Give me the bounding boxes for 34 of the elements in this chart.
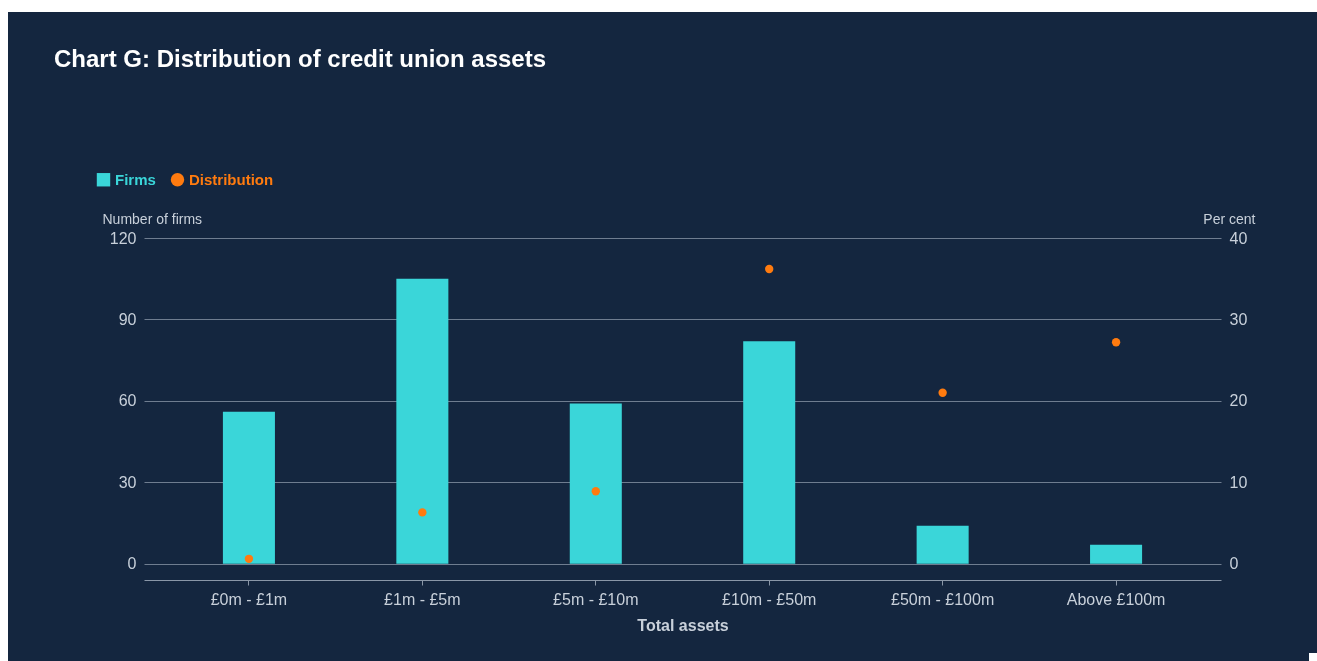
y2-tick-label: 40 bbox=[1229, 229, 1248, 247]
chart-title: Chart G: Distribution of credit union assets bbox=[54, 45, 547, 72]
x-tick-label: £5m - £10m bbox=[553, 590, 639, 608]
x-tick-label: £0m - £1m bbox=[210, 590, 288, 608]
x-axis-title: Total assets bbox=[637, 616, 729, 634]
y2-tick-label: 30 bbox=[1229, 310, 1248, 328]
legend-label: Distribution bbox=[189, 170, 274, 188]
bar bbox=[396, 278, 449, 564]
point bbox=[244, 554, 254, 563]
x-tick-label: Above £100m bbox=[1066, 590, 1166, 608]
point bbox=[765, 264, 774, 274]
legend-label: Firms bbox=[115, 170, 156, 188]
point bbox=[1111, 338, 1121, 347]
y-tick-label: 120 bbox=[109, 229, 137, 247]
y2-tick-label: 10 bbox=[1229, 473, 1248, 491]
y2-tick-label: 0 bbox=[1229, 555, 1239, 573]
y-tick-label: 90 bbox=[118, 310, 137, 328]
bar bbox=[222, 411, 275, 564]
bar bbox=[1090, 544, 1143, 564]
y2-tick-label: 20 bbox=[1229, 392, 1248, 410]
y-tick-label: 60 bbox=[118, 392, 137, 410]
y2-axis-title: Per cent bbox=[1203, 210, 1256, 227]
x-tick-label: £50m - £100m bbox=[891, 590, 995, 608]
point bbox=[418, 508, 427, 517]
point bbox=[938, 388, 947, 397]
bar bbox=[569, 403, 622, 564]
x-tick-label: £1m - £5m bbox=[384, 590, 461, 608]
point bbox=[591, 487, 600, 496]
y-tick-label: 30 bbox=[118, 473, 137, 491]
y-tick-label: 0 bbox=[127, 555, 137, 573]
bar bbox=[916, 525, 969, 564]
y-axis-title: Number of firms bbox=[102, 210, 203, 227]
bar bbox=[743, 341, 796, 564]
x-tick-label: £10m - £50m bbox=[722, 590, 817, 608]
